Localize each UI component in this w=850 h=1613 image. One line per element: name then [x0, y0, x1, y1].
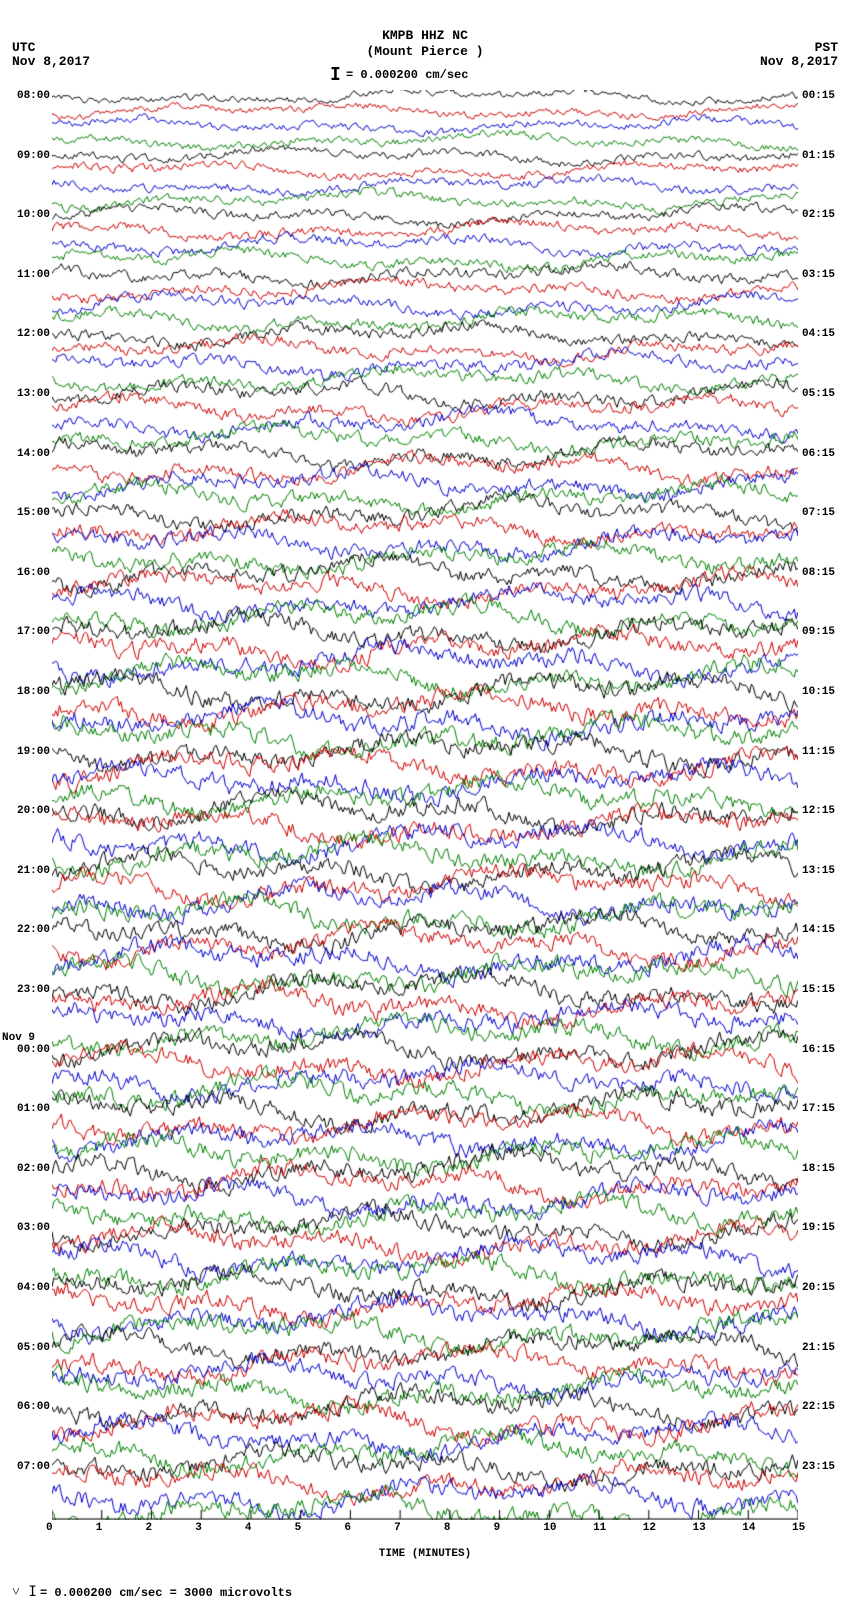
left-hour-label: 05:00: [2, 1342, 50, 1354]
left-hour-label: 15:00: [2, 507, 50, 519]
right-hour-label: 00:15: [802, 90, 850, 102]
right-hour-label: 17:15: [802, 1103, 850, 1115]
right-hour-label: 03:15: [802, 269, 850, 281]
right-hour-label: 23:15: [802, 1461, 850, 1473]
right-hour-label: 22:15: [802, 1401, 850, 1413]
x-tick-label: 4: [245, 1522, 252, 1534]
right-hour-label: 11:15: [802, 746, 850, 758]
left-hour-label: 22:00: [2, 924, 50, 936]
right-hour-label: 16:15: [802, 1044, 850, 1056]
x-axis-title: TIME (MINUTES): [52, 1548, 798, 1560]
right-hour-label: 12:15: [802, 805, 850, 817]
right-hour-label: 10:15: [802, 686, 850, 698]
x-tick-label: 11: [593, 1522, 606, 1534]
x-tick-label: 15: [792, 1522, 805, 1534]
left-hour-label: 16:00: [2, 567, 50, 579]
scale-bar-icon: I: [330, 64, 341, 85]
left-hour-label: 02:00: [2, 1163, 50, 1175]
left-hour-label: 03:00: [2, 1222, 50, 1234]
x-tick-label: 6: [344, 1522, 351, 1534]
right-hour-label: 18:15: [802, 1163, 850, 1175]
left-hour-label: 17:00: [2, 626, 50, 638]
left-hour-label: 08:00: [2, 90, 50, 102]
seismogram-plot: [52, 90, 798, 1520]
left-hour-label: 13:00: [2, 388, 50, 400]
right-hour-label: 07:15: [802, 507, 850, 519]
left-hour-label: 23:00: [2, 984, 50, 996]
x-tick-label: 1: [96, 1522, 103, 1534]
x-tick-label: 14: [742, 1522, 755, 1534]
date-right-label: Nov 8,2017: [760, 54, 838, 69]
right-hour-label: 06:15: [802, 448, 850, 460]
left-hour-label: 19:00: [2, 746, 50, 758]
right-hour-label: 21:15: [802, 1342, 850, 1354]
day-break-label: Nov 9: [2, 1032, 50, 1044]
scale-top-label: = 0.000200 cm/sec: [346, 68, 468, 82]
right-hour-label: 05:15: [802, 388, 850, 400]
right-hour-label: 13:15: [802, 865, 850, 877]
x-tick-label: 8: [444, 1522, 451, 1534]
left-hour-label: 01:00: [2, 1103, 50, 1115]
right-hour-label: 19:15: [802, 1222, 850, 1234]
x-tick-label: 5: [295, 1522, 302, 1534]
left-hour-label: 14:00: [2, 448, 50, 460]
x-tick-label: 10: [543, 1522, 556, 1534]
right-hour-label: 15:15: [802, 984, 850, 996]
left-hour-label: 10:00: [2, 209, 50, 221]
right-hour-label: 20:15: [802, 1282, 850, 1294]
left-hour-label: 09:00: [2, 150, 50, 162]
date-left-label: Nov 8,2017: [12, 54, 90, 69]
left-hour-label: 18:00: [2, 686, 50, 698]
left-hour-label: 04:00: [2, 1282, 50, 1294]
right-hour-label: 02:15: [802, 209, 850, 221]
station-location: (Mount Pierce ): [0, 44, 850, 60]
tz-left-label: UTC: [12, 40, 35, 55]
x-tick-label: 9: [494, 1522, 501, 1534]
right-hour-label: 09:15: [802, 626, 850, 638]
left-hour-label: 20:00: [2, 805, 50, 817]
tz-right-label: PST: [815, 40, 838, 55]
left-hour-label: 11:00: [2, 269, 50, 281]
left-hour-label: 21:00: [2, 865, 50, 877]
x-tick-label: 12: [643, 1522, 656, 1534]
right-hour-label: 01:15: [802, 150, 850, 162]
x-tick-label: 13: [693, 1522, 706, 1534]
right-hour-label: 14:15: [802, 924, 850, 936]
seismogram-canvas: [52, 90, 798, 1520]
x-tick-label: 2: [145, 1522, 152, 1534]
footer-scale-bar-icon: ˅ I: [12, 1584, 37, 1601]
station-code: KMPB HHZ NC: [0, 28, 850, 44]
left-hour-label: 00:00: [2, 1044, 50, 1056]
left-hour-label: 12:00: [2, 328, 50, 340]
x-tick-label: 7: [394, 1522, 401, 1534]
left-hour-label: 07:00: [2, 1461, 50, 1473]
footer-scale-text: = 0.000200 cm/sec = 3000 microvolts: [40, 1586, 292, 1600]
right-hour-label: 04:15: [802, 328, 850, 340]
left-hour-label: 06:00: [2, 1401, 50, 1413]
x-tick-label: 3: [195, 1522, 202, 1534]
x-tick-label: 0: [46, 1522, 53, 1534]
right-hour-label: 08:15: [802, 567, 850, 579]
